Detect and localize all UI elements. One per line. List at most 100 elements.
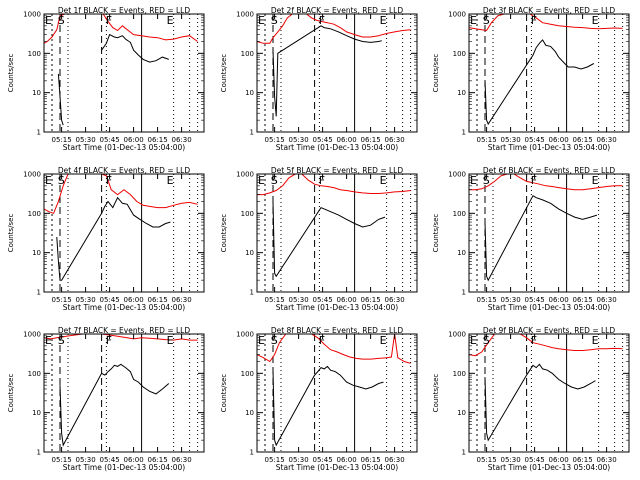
x-tick-label: 05:15 <box>265 136 285 144</box>
x-tick-label: 06:30 <box>385 296 405 304</box>
plot-frame <box>256 13 418 133</box>
plot-frame <box>468 173 630 293</box>
x-tick-label: 05:15 <box>265 296 285 304</box>
x-tick-label: 05:30 <box>501 136 521 144</box>
x-axis-label: Start Time (01-Dec-13 05:04:00) <box>488 143 610 152</box>
phase-marker-e: E <box>45 334 52 347</box>
phase-marker-e: E <box>45 14 52 27</box>
x-tick-label: 06:30 <box>385 456 405 464</box>
x-tick-label: 06:00 <box>124 136 144 144</box>
y-tick-label: 10 <box>457 89 466 97</box>
y-tick-label: 10 <box>32 249 41 257</box>
y-tick-label: 1000 <box>448 11 466 19</box>
phase-marker-s: S <box>483 14 490 27</box>
x-tick-label: 05:15 <box>477 136 497 144</box>
x-tick-label: 06:15 <box>573 456 593 464</box>
x-tick-label: 06:15 <box>148 296 168 304</box>
series-red-line <box>468 13 623 32</box>
plot-frame <box>256 333 418 453</box>
x-tick-label: 06:00 <box>337 296 357 304</box>
phase-marker-e: E <box>45 174 52 187</box>
series-red-line <box>43 173 198 214</box>
x-tick-label: 05:15 <box>52 136 72 144</box>
y-tick-label: 10 <box>245 409 254 417</box>
plot-frame <box>43 173 205 293</box>
y-tick-label: 10 <box>457 249 466 257</box>
panel-title: Det 2f BLACK = Events, RED = LLD <box>271 6 404 15</box>
series-black-line <box>272 365 384 447</box>
y-tick-label: 100 <box>241 210 254 218</box>
x-axis-label: Start Time (01-Dec-13 05:04:00) <box>276 143 398 152</box>
y-axis-label: Counts/sec <box>220 54 228 93</box>
x-tick-label: 05:45 <box>525 136 545 144</box>
series-black-line <box>484 363 596 442</box>
y-tick-label: 1000 <box>448 331 466 339</box>
y-axis-label: Counts/sec <box>432 374 440 413</box>
y-tick-label: 1 <box>250 129 254 137</box>
phase-marker-e: E <box>258 14 265 27</box>
series-red-line <box>469 173 623 191</box>
y-tick-label: 100 <box>28 370 41 378</box>
y-axis-label: Counts/sec <box>220 374 228 413</box>
x-tick-label: 06:30 <box>597 296 617 304</box>
phase-marker-e: E <box>167 14 174 27</box>
panel-det-1f: 1 10 100 1000 05:15 05:30 05:45 06:00 06:15 06:30… <box>7 6 205 152</box>
x-axis-label: Start Time (01-Dec-13 05:04:00) <box>488 303 610 312</box>
y-tick-label: 1000 <box>23 171 41 179</box>
y-tick-label: 10 <box>32 89 41 97</box>
phase-marker-f: F <box>106 174 112 187</box>
x-tick-label: 05:45 <box>100 456 120 464</box>
x-tick-label: 06:15 <box>573 296 593 304</box>
series-red-line <box>43 13 198 44</box>
x-tick-label: 06:00 <box>124 296 144 304</box>
x-tick-label: 06:00 <box>124 456 144 464</box>
phase-marker-f: F <box>319 334 325 347</box>
y-axis-label: Counts/sec <box>220 214 228 253</box>
y-tick-label: 1 <box>37 129 41 137</box>
x-tick-label: 06:00 <box>337 136 357 144</box>
x-tick-label: 06:15 <box>361 296 381 304</box>
phase-marker-f: F <box>106 334 112 347</box>
phase-marker-s: S <box>271 174 278 187</box>
y-tick-label: 1000 <box>236 171 254 179</box>
y-axis-label: Counts/sec <box>432 214 440 253</box>
x-axis-label: Start Time (01-Dec-13 05:04:00) <box>276 463 398 472</box>
y-tick-label: 100 <box>241 370 254 378</box>
y-tick-label: 1 <box>250 289 254 297</box>
y-tick-label: 100 <box>28 50 41 58</box>
x-tick-label: 05:45 <box>525 456 545 464</box>
plot-frame <box>468 333 630 453</box>
phase-marker-f: F <box>319 174 325 187</box>
y-tick-label: 1000 <box>448 171 466 179</box>
panel-title: Det 3f BLACK = Events, RED = LLD <box>483 6 616 15</box>
phase-marker-e: E <box>592 334 599 347</box>
panel-title: Det 7f BLACK = Events, RED = LLD <box>58 326 191 335</box>
phase-marker-s: S <box>58 14 65 27</box>
series-black-line <box>59 363 170 447</box>
x-tick-label: 05:45 <box>313 136 333 144</box>
panel-title: Det 6f BLACK = Events, RED = LLD <box>483 166 616 175</box>
y-tick-label: 10 <box>457 409 466 417</box>
x-tick-label: 05:30 <box>289 296 309 304</box>
panel-det-4f: 1 10 100 1000 05:15 05:30 05:45 06:00 06:15 06:30… <box>7 166 205 312</box>
x-tick-label: 05:30 <box>76 136 96 144</box>
panel-det-9f: 1 10 100 1000 05:15 05:30 05:45 06:00 06:15 06:30… <box>432 326 630 472</box>
x-axis-label: Start Time (01-Dec-13 05:04:00) <box>63 463 185 472</box>
phase-marker-e: E <box>258 174 265 187</box>
x-tick-label: 05:45 <box>100 296 120 304</box>
y-tick-label: 100 <box>241 50 254 58</box>
x-tick-label: 06:15 <box>361 136 381 144</box>
x-tick-label: 05:15 <box>265 456 285 464</box>
phase-marker-s: S <box>483 334 490 347</box>
x-tick-label: 05:30 <box>501 456 521 464</box>
x-tick-label: 06:00 <box>337 456 357 464</box>
phase-marker-e: E <box>470 174 477 187</box>
panel-det-2f: 1 10 100 1000 05:15 05:30 05:45 06:00 06:15 06:30… <box>220 6 418 152</box>
phase-marker-s: S <box>483 174 490 187</box>
series-red-line <box>256 13 411 44</box>
plot-frame <box>43 13 205 133</box>
series-black-line <box>57 33 169 126</box>
y-tick-label: 1000 <box>236 11 254 19</box>
panel-title: Det 1f BLACK = Events, RED = LLD <box>58 6 191 15</box>
